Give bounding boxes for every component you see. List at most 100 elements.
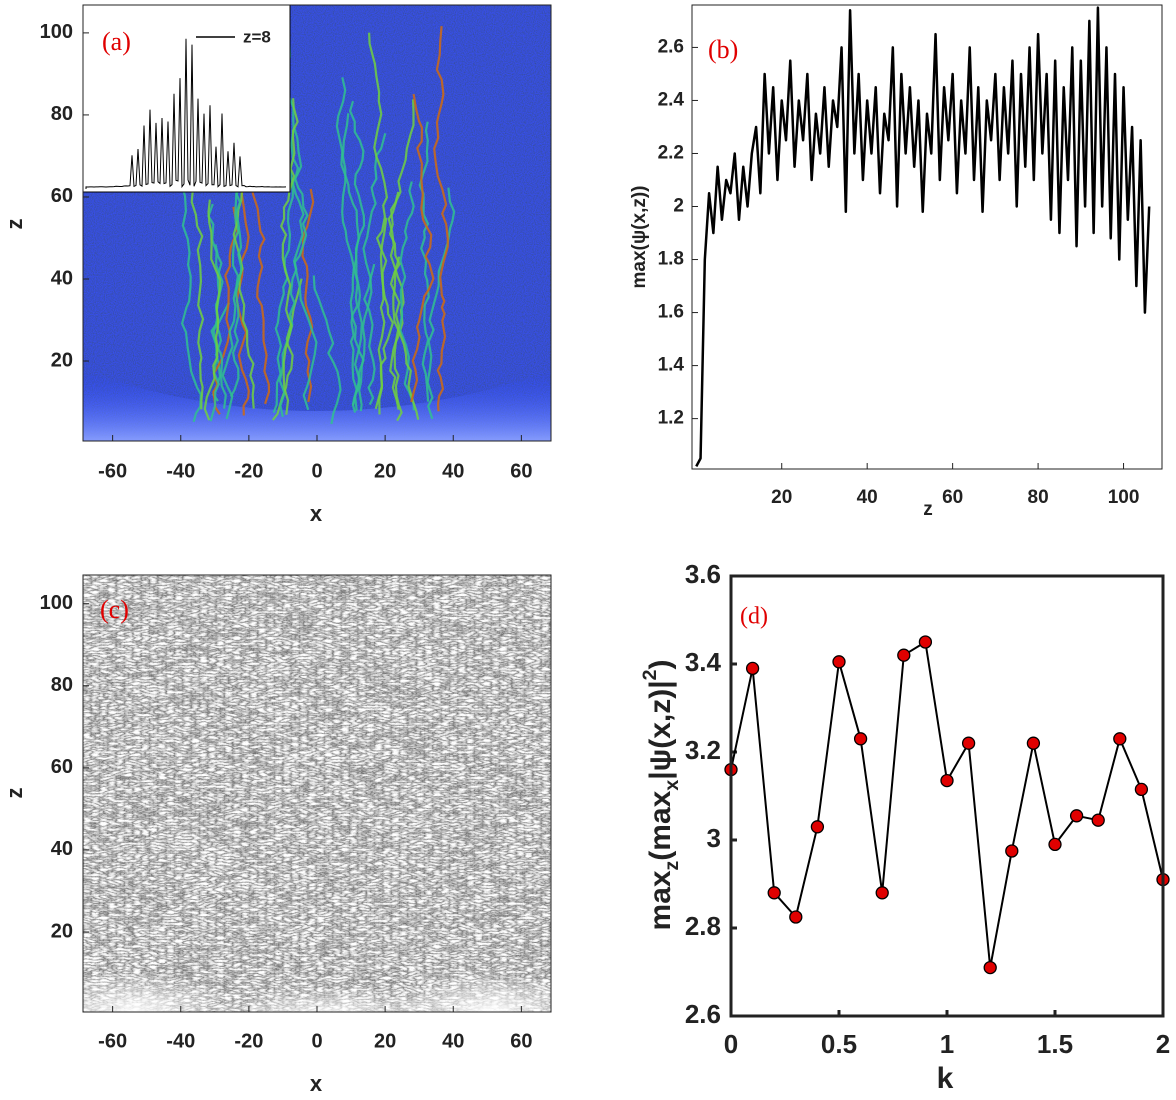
x-tick-label: -60: [98, 460, 127, 482]
y-axis-label: maxz(maxx|ψ(x,z)|2): [639, 660, 683, 931]
x-tick-label: 20: [374, 1030, 396, 1052]
x-axis-label: z: [923, 499, 933, 520]
heatmap-corner: [83, 972, 243, 1012]
y-tick-label: 2.4: [658, 89, 685, 110]
x-tick-label: 40: [442, 1030, 464, 1052]
y-axis-label: z: [2, 219, 27, 230]
x-tick-label: 0: [724, 1029, 738, 1059]
y-tick-label: 2.6: [658, 36, 684, 57]
y-tick-label: 80: [51, 674, 73, 696]
data-line: [695, 6, 1151, 467]
x-tick-label: -20: [234, 460, 263, 482]
plot-area: [692, 5, 1162, 469]
y-axis-label: max(ψ(x,z)): [629, 186, 650, 289]
data-point: [897, 648, 911, 662]
x-tick-label: 1: [940, 1029, 954, 1059]
y-tick-label: 3.6: [685, 559, 721, 589]
heatmap-streak: [203, 199, 222, 421]
x-tick-label: 40: [442, 460, 464, 482]
series: [695, 6, 1151, 467]
y-tick-label: 1.4: [658, 355, 685, 376]
y-tick-label: 20: [51, 920, 73, 942]
y-tick-label: 2.6: [685, 999, 721, 1029]
y-tick-label: 2.2: [658, 142, 684, 163]
heatmap-streak: [426, 187, 456, 420]
heatmap-streak: [229, 155, 243, 398]
y-tick-label: 3.4: [685, 647, 722, 677]
y-axis-label-part: ): [644, 660, 677, 670]
data-point: [961, 736, 976, 750]
x-tick-label: -40: [166, 1030, 195, 1052]
inset-line: [85, 38, 287, 189]
data-point: [983, 960, 997, 975]
x-tick-label: 100: [1108, 487, 1140, 508]
panel-label: (b): [708, 35, 738, 64]
x-axis-label: x: [310, 1071, 323, 1096]
data-point: [1069, 809, 1084, 823]
heatmap-streak: [388, 191, 403, 422]
y-tick-label: 3: [707, 823, 721, 853]
panel-label: (d): [740, 604, 768, 630]
data-point: [832, 655, 846, 669]
x-tick-label: 80: [1028, 487, 1049, 508]
panel: 20 40 60 80 100 1.2 1.4 1.6 1.8 2 2.2 2.4 2.6 (b) z max…: [629, 4, 1163, 520]
heatmap-streak: [301, 188, 315, 403]
heatmap-floor: [83, 371, 551, 441]
heatmap-streak: [284, 147, 318, 411]
heatmap-streak: [410, 93, 435, 403]
heatmap-streak: [368, 32, 389, 410]
y-tick-label: 1.2: [658, 408, 684, 429]
axes-frame: [729, 574, 1165, 1018]
x-tick-label: 60: [510, 460, 532, 482]
y-tick-label: 40: [51, 267, 73, 289]
x-tick-label: 20: [771, 487, 792, 508]
y-axis-label-part: x: [661, 780, 683, 791]
y-tick-label: 80: [51, 103, 73, 125]
panel: z=8 -60 -40 -20 0 20 40 60 20 40 60 80 100 (a) x z: [2, 4, 552, 526]
heatmap-streak: [312, 275, 342, 425]
heatmap-streak: [418, 121, 430, 402]
heatmap-streak: [341, 113, 359, 413]
x-tick-label: 0: [311, 1030, 322, 1052]
y-axis-label-part: max: [644, 870, 677, 930]
data-point: [1091, 813, 1105, 827]
heatmap-streak: [363, 263, 376, 406]
y-tick-label: 3.2: [685, 735, 721, 765]
data-point: [1113, 732, 1127, 746]
data-point: [1048, 837, 1062, 852]
axes-frame: [691, 4, 1163, 470]
y-tick-label: 2: [673, 196, 684, 217]
x-tick-label: 20: [374, 460, 396, 482]
data-point: [875, 886, 889, 900]
heatmap-streak: [433, 26, 449, 412]
y-tick-label: 100: [40, 592, 73, 614]
panel: 0 0.5 1 1.5 2 2.6 2.8 3 3.2 3.4 3.6 (d) k maxz(maxx|ψ…: [639, 559, 1170, 1095]
inset-legend: z=8: [243, 27, 271, 46]
data-point: [810, 820, 825, 834]
data-point: [940, 773, 954, 788]
x-tick-label: 40: [857, 487, 878, 508]
x-tick-label: 0.5: [821, 1029, 857, 1059]
data-point: [745, 661, 760, 676]
y-axis-label: z: [2, 788, 27, 799]
heatmap-noise: [83, 575, 551, 1012]
y-tick-label: 2.8: [685, 911, 721, 941]
panel: -60 -40 -20 0 20 40 60 20 40 60 80 100 (c) x z: [2, 574, 552, 1096]
x-tick-label: -20: [234, 1030, 263, 1052]
data-point: [853, 732, 868, 746]
y-tick-label: 20: [51, 349, 73, 371]
panel-label: (a): [102, 27, 131, 56]
y-tick-label: 100: [40, 21, 73, 43]
data-point: [767, 886, 781, 900]
plot-area: [731, 576, 1163, 1016]
x-tick-label: 60: [510, 1030, 532, 1052]
heatmap-streak: [358, 133, 387, 412]
x-tick-label: 60: [942, 487, 963, 508]
heatmap: [83, 575, 551, 1012]
heatmap-streak: [235, 176, 250, 416]
x-tick-label: -40: [166, 460, 195, 482]
y-tick-label: 1.8: [658, 249, 684, 270]
heatmap-corner: [381, 972, 551, 1012]
data-point: [1005, 844, 1019, 858]
x-tick-label: 1.5: [1037, 1029, 1073, 1059]
